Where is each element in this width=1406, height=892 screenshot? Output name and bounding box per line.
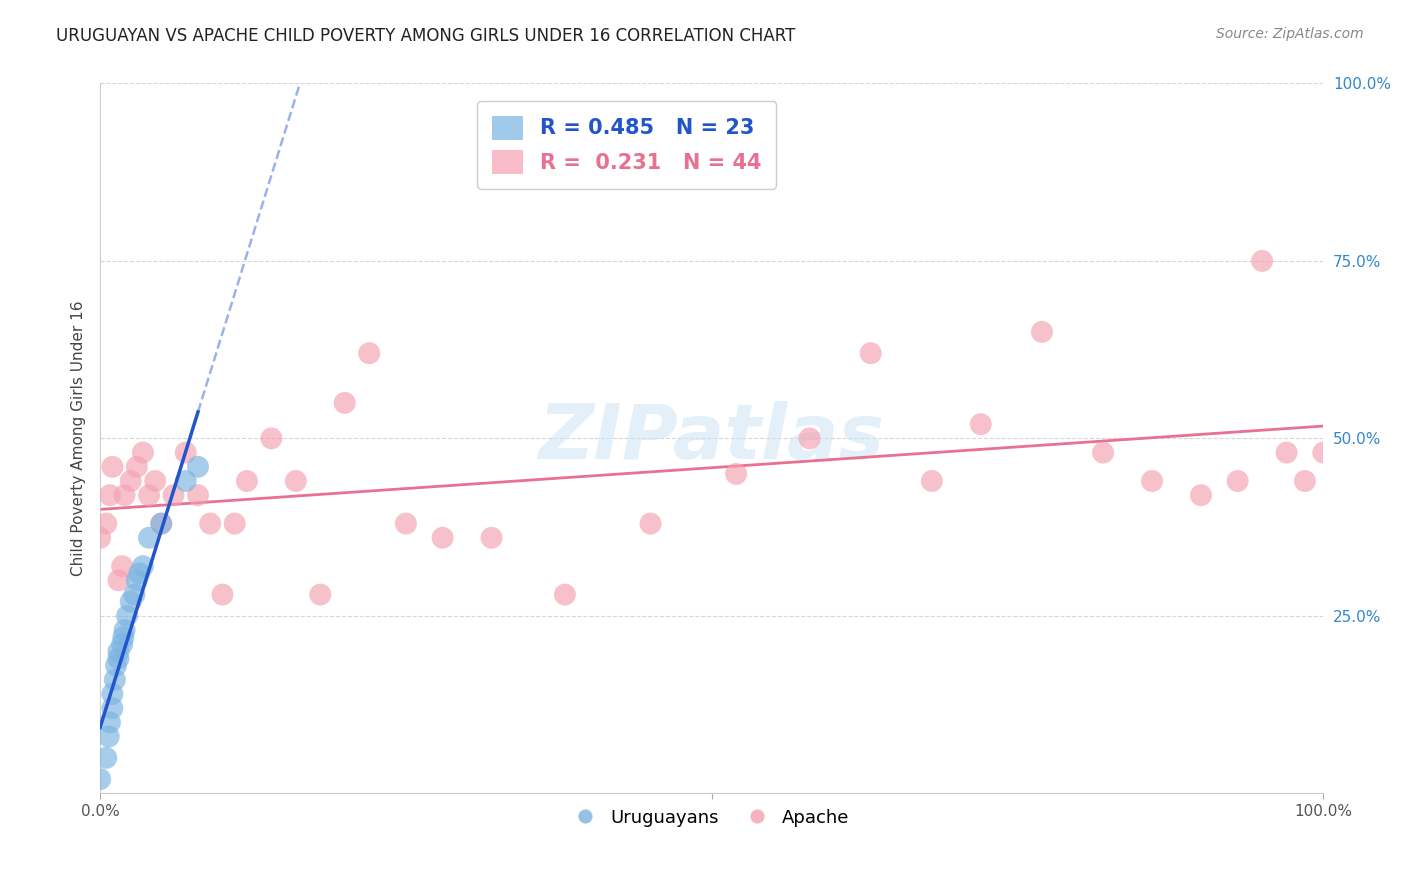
Point <box>124 588 146 602</box>
Point <box>138 531 160 545</box>
Point <box>174 474 197 488</box>
Point <box>162 488 184 502</box>
Point <box>211 588 233 602</box>
Point <box>1275 445 1298 459</box>
Point <box>98 488 121 502</box>
Point <box>1092 445 1115 459</box>
Point <box>1031 325 1053 339</box>
Point <box>132 445 155 459</box>
Point <box>554 588 576 602</box>
Point <box>114 623 136 637</box>
Point <box>125 459 148 474</box>
Point <box>921 474 943 488</box>
Text: ZIPatlas: ZIPatlas <box>538 401 884 475</box>
Point <box>1226 474 1249 488</box>
Point <box>284 474 307 488</box>
Point <box>111 637 134 651</box>
Point <box>107 651 129 665</box>
Point <box>101 701 124 715</box>
Point <box>89 531 111 545</box>
Y-axis label: Child Poverty Among Girls Under 16: Child Poverty Among Girls Under 16 <box>72 301 86 576</box>
Point <box>132 559 155 574</box>
Point <box>96 516 118 531</box>
Text: URUGUAYAN VS APACHE CHILD POVERTY AMONG GIRLS UNDER 16 CORRELATION CHART: URUGUAYAN VS APACHE CHILD POVERTY AMONG … <box>56 27 796 45</box>
Point <box>395 516 418 531</box>
Point <box>187 459 209 474</box>
Point <box>224 516 246 531</box>
Point <box>150 516 173 531</box>
Legend: Uruguayans, Apache: Uruguayans, Apache <box>567 802 856 834</box>
Point <box>89 772 111 786</box>
Point <box>112 630 135 644</box>
Point <box>260 431 283 445</box>
Point <box>481 531 503 545</box>
Point <box>120 474 142 488</box>
Point <box>1294 474 1316 488</box>
Point <box>111 559 134 574</box>
Point <box>859 346 882 360</box>
Point <box>970 417 993 432</box>
Point <box>96 751 118 765</box>
Point <box>115 608 138 623</box>
Point <box>200 516 222 531</box>
Point <box>114 488 136 502</box>
Point <box>98 715 121 730</box>
Point <box>640 516 662 531</box>
Point <box>1251 254 1274 268</box>
Point <box>150 516 173 531</box>
Point <box>107 644 129 658</box>
Point <box>432 531 454 545</box>
Point <box>128 566 150 581</box>
Point <box>236 474 259 488</box>
Point <box>107 574 129 588</box>
Point <box>101 459 124 474</box>
Point <box>105 658 128 673</box>
Point <box>333 396 356 410</box>
Point <box>1140 474 1163 488</box>
Point <box>97 730 120 744</box>
Text: Source: ZipAtlas.com: Source: ZipAtlas.com <box>1216 27 1364 41</box>
Point <box>1312 445 1334 459</box>
Point <box>174 445 197 459</box>
Point <box>309 588 332 602</box>
Point <box>125 574 148 588</box>
Point <box>187 488 209 502</box>
Point <box>143 474 166 488</box>
Point <box>725 467 748 481</box>
Point <box>101 687 124 701</box>
Point <box>138 488 160 502</box>
Point <box>104 673 127 687</box>
Point <box>1189 488 1212 502</box>
Point <box>799 431 821 445</box>
Point <box>359 346 381 360</box>
Point <box>120 595 142 609</box>
